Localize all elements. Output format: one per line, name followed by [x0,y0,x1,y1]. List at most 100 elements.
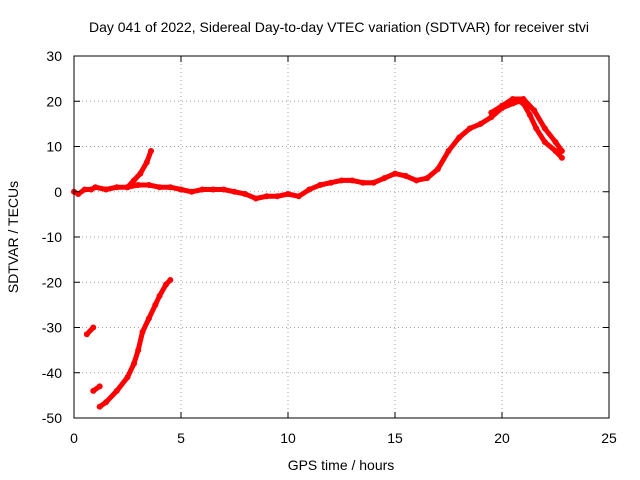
data-point [509,95,516,102]
data-point [220,186,227,193]
data-point [552,138,559,145]
data-point [552,148,559,155]
series-points-lower-branch [96,276,174,410]
series-points-rising-segment [124,148,155,191]
data-point [148,148,155,155]
data-point [167,276,174,283]
data-point [113,184,120,191]
y-tick-label: 30 [46,48,62,64]
data-point [445,148,452,155]
series-points-isolated-segment-b [90,383,103,394]
data-point [392,170,398,177]
data-point [488,109,495,116]
y-axis-label: SDTVAR / TECUs [5,181,21,293]
data-point [520,95,527,102]
data-point [327,179,334,186]
data-point [199,186,206,193]
data-point [156,292,163,299]
data-point [499,102,505,109]
data-point [533,125,540,132]
data-point [145,315,152,322]
data-point [75,191,82,198]
data-point [488,114,495,121]
data-point [90,324,97,331]
data-point [137,170,144,177]
data-point [145,181,152,188]
data-point [541,125,548,132]
y-tick-label: -10 [42,229,62,245]
data-point [124,184,131,191]
data-point [526,111,533,118]
data-point [167,184,174,191]
data-point [96,383,103,390]
data-point [456,134,463,141]
x-tick-label: 5 [177,430,185,446]
y-tick-label: 10 [46,139,62,155]
data-point [113,387,120,394]
data-point [103,399,110,406]
data-point [434,166,441,173]
x-tick-label: 10 [280,430,296,446]
data-point [263,193,270,200]
data-point [242,191,249,198]
series-lower-branch [97,277,173,410]
data-point [558,148,565,155]
y-tick-label: 20 [46,93,62,109]
data-point [359,179,366,186]
data-point [402,172,409,179]
data-point [210,186,217,193]
x-tick-label: 15 [387,430,403,446]
grid [74,56,609,418]
y-tick-label: -50 [42,410,62,426]
data-point [124,374,131,381]
data-point [139,329,146,336]
data-point [252,195,259,202]
data-point [163,281,170,288]
data-point [143,159,150,166]
data-point [188,188,195,195]
y-tick-label: 0 [54,184,62,200]
data-point [285,191,291,198]
data-point [349,177,356,184]
data-point [81,186,88,193]
data-point [424,175,431,182]
data-point [96,403,103,410]
data-point [541,138,548,145]
data-point [370,179,377,186]
data-point [231,188,238,195]
x-axis-label: GPS time / hours [288,457,395,473]
data-point [477,120,484,127]
data-point [466,125,473,132]
data-point [381,175,388,182]
data-point [306,186,313,193]
x-tick-label: 25 [601,430,617,446]
data-point [338,177,345,184]
data-point [135,181,142,188]
data-point [130,177,137,184]
series-points-upper-band [488,95,565,155]
y-tick-label: -40 [42,365,62,381]
series-points-isolated-segment-a [83,324,97,338]
data-point [558,154,565,161]
y-tick-label: -20 [42,274,62,290]
data-point [90,387,97,394]
data-point [178,186,184,193]
data-point [135,347,142,354]
x-tick-label: 20 [494,430,510,446]
data-point [295,193,302,200]
data-point [103,186,110,193]
data-point [92,184,99,191]
axis-ticks: 0 5 10 15 20 25 -50 -40 -30 -20 -10 0 10 20 30 [42,48,617,446]
y-tick-label: -30 [42,320,62,336]
x-tick-label: 0 [70,430,78,446]
data-point [413,177,420,184]
data-point [317,181,324,188]
series-rising-segment [125,148,154,190]
data-point [274,193,281,200]
data-point [156,184,163,191]
data-point [83,331,90,338]
chart-title: Day 041 of 2022, Sidereal Day-to-day VTE… [89,19,589,35]
data-series [71,95,565,410]
data-point [152,301,159,308]
